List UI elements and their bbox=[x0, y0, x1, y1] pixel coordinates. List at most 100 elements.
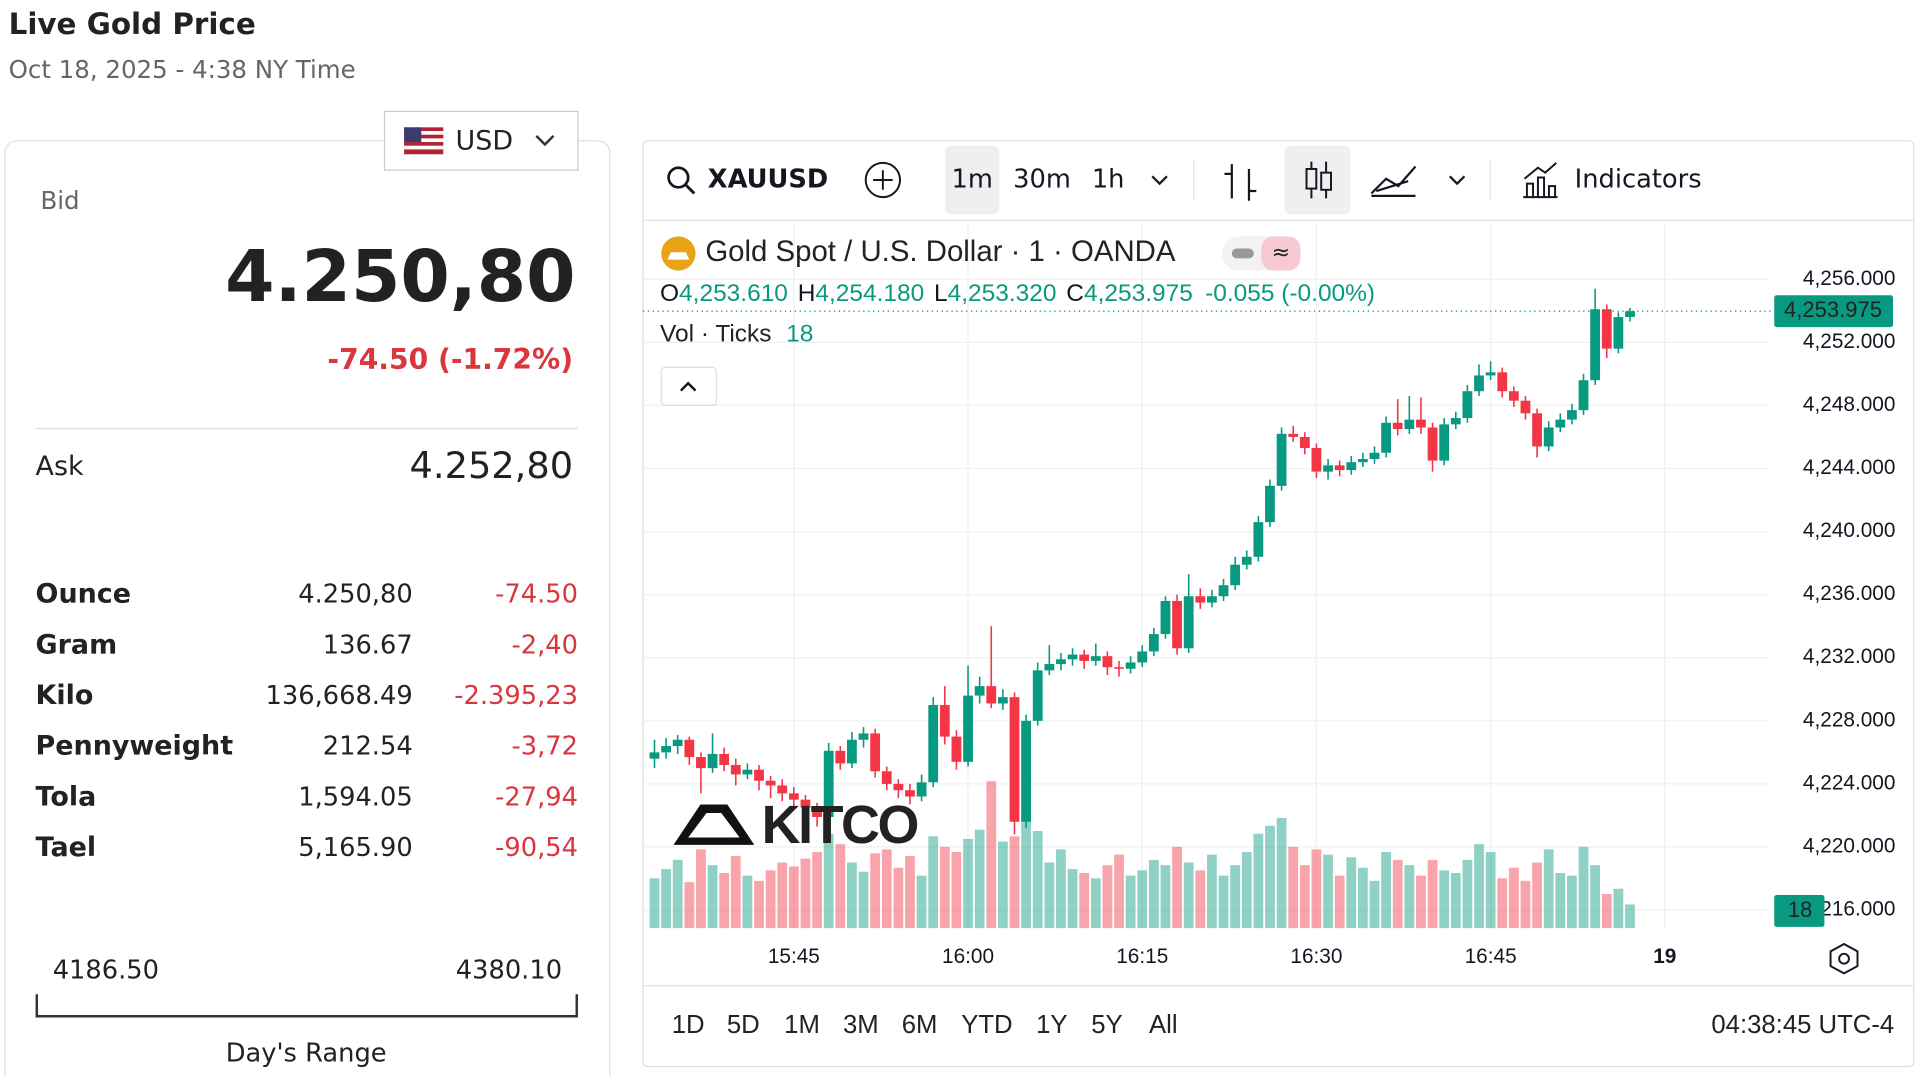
candle-body bbox=[661, 746, 671, 753]
y-tick-label: 4,216.000 bbox=[1803, 898, 1896, 921]
search-icon bbox=[667, 166, 690, 189]
candle-body bbox=[1520, 400, 1531, 414]
candle-body bbox=[1299, 436, 1310, 449]
range-button[interactable]: 1D bbox=[672, 1011, 705, 1039]
indicators-label[interactable]: Indicators bbox=[1575, 164, 1702, 194]
unit-name: Ounce bbox=[36, 579, 131, 610]
candle-body bbox=[1311, 448, 1322, 472]
volume-bar bbox=[1160, 865, 1171, 929]
search-icon bbox=[684, 183, 696, 195]
volume-bar bbox=[916, 875, 927, 929]
legend-key: C bbox=[1066, 281, 1084, 308]
area-style[interactable] bbox=[1370, 165, 1417, 198]
candle-body bbox=[1323, 465, 1333, 472]
range-button[interactable]: 5Y bbox=[1091, 1011, 1122, 1039]
volume-bar bbox=[1485, 852, 1496, 929]
volume-bar bbox=[1288, 846, 1299, 929]
volume-bar bbox=[800, 858, 811, 929]
chart-legend: Gold Spot / U.S. Dollar · 1 · OANDA ≈ O4… bbox=[660, 235, 1375, 406]
candle-body bbox=[788, 793, 799, 800]
interval-button[interactable]: 1m bbox=[952, 164, 993, 194]
candle-body bbox=[870, 733, 881, 772]
toolbar: XAUUSD 1m 30m 1h Indicators bbox=[642, 145, 1914, 222]
interval-button[interactable]: 30m bbox=[1013, 164, 1071, 194]
interval-menu[interactable] bbox=[1151, 175, 1168, 186]
active-style bbox=[1284, 145, 1351, 215]
candle-body bbox=[1357, 459, 1368, 463]
symbol[interactable]: XAUUSD bbox=[708, 164, 829, 194]
candle-body bbox=[1555, 419, 1566, 428]
volume-bar bbox=[1357, 867, 1368, 929]
range-button[interactable]: YTD bbox=[961, 1011, 1012, 1039]
volume-bar bbox=[1578, 846, 1589, 929]
chart-title: Gold Spot / U.S. Dollar · 1 · OANDA bbox=[705, 235, 1176, 268]
range-button[interactable]: 1Y bbox=[1036, 1011, 1067, 1039]
ask-price: 4.252,80 bbox=[410, 444, 574, 487]
candle-body bbox=[1381, 422, 1392, 453]
volume-bar bbox=[1381, 852, 1392, 929]
candle-body bbox=[963, 695, 973, 762]
volume-bar bbox=[997, 841, 1008, 929]
bars-style[interactable] bbox=[1224, 164, 1257, 201]
candle-body bbox=[1079, 654, 1090, 661]
candle-body bbox=[1346, 462, 1357, 471]
currency-select[interactable]: USD bbox=[383, 110, 579, 171]
symbol-icon bbox=[667, 252, 690, 260]
unit-change: -2,40 bbox=[511, 630, 578, 660]
volume-bar bbox=[1253, 833, 1264, 929]
volume-bar bbox=[823, 833, 834, 929]
range-button[interactable]: 1M bbox=[784, 1011, 820, 1039]
candle-body bbox=[696, 757, 706, 769]
volume-bar bbox=[1404, 865, 1415, 929]
candle-body bbox=[765, 780, 776, 786]
unit-price: 212.54 bbox=[323, 732, 413, 762]
volume-bar bbox=[730, 855, 741, 929]
volume-bar bbox=[1056, 849, 1066, 929]
volume-bar bbox=[1311, 849, 1322, 929]
candle-body bbox=[1404, 419, 1415, 430]
volume-bar bbox=[1508, 867, 1519, 929]
candle-body bbox=[916, 782, 927, 797]
unit-change: -3,72 bbox=[511, 732, 578, 762]
candle-body bbox=[1439, 424, 1450, 461]
volume-bar bbox=[905, 855, 915, 929]
range-button[interactable]: 5D bbox=[727, 1011, 760, 1039]
candle-body bbox=[1532, 413, 1542, 447]
candle-body bbox=[1601, 309, 1612, 349]
quote-card bbox=[4, 140, 611, 1077]
legend-key: L bbox=[934, 281, 948, 308]
range-button[interactable]: 3M bbox=[843, 1011, 879, 1039]
legend-value: 4,253.320 bbox=[948, 281, 1057, 308]
range-button[interactable]: 6M bbox=[902, 1011, 938, 1039]
chevron bbox=[535, 135, 555, 147]
volume-bar bbox=[835, 844, 846, 929]
volume-bar bbox=[1276, 817, 1287, 929]
compare-button[interactable] bbox=[864, 161, 901, 199]
interval-button[interactable]: 1h bbox=[1092, 164, 1125, 194]
candle-body bbox=[1474, 375, 1484, 392]
collapse-button[interactable] bbox=[660, 366, 717, 406]
candle-body bbox=[881, 771, 892, 784]
range-button[interactable]: All bbox=[1149, 1011, 1178, 1039]
candle-body bbox=[1416, 419, 1426, 428]
status-dot bbox=[1231, 248, 1254, 259]
candle-body bbox=[684, 739, 695, 758]
candle-body bbox=[1543, 427, 1554, 447]
candle-style[interactable] bbox=[1305, 161, 1332, 199]
style-menu[interactable] bbox=[1448, 175, 1466, 186]
candle-body bbox=[777, 785, 788, 794]
symbol-search[interactable]: XAUUSD bbox=[667, 164, 829, 195]
volume-bar bbox=[1369, 880, 1380, 929]
bid-price: 4.250,80 bbox=[225, 235, 575, 318]
candle-body bbox=[1102, 656, 1113, 668]
candle-body bbox=[1241, 556, 1252, 565]
currency-label[interactable]: USD bbox=[456, 126, 514, 157]
volume-bar bbox=[1392, 859, 1403, 929]
settings-button[interactable] bbox=[1829, 942, 1859, 975]
volume-bar bbox=[1497, 878, 1508, 929]
volume-bar bbox=[1044, 862, 1055, 929]
y-tick-label: 4,220.000 bbox=[1803, 834, 1896, 857]
volume-bar bbox=[1195, 870, 1206, 929]
indicators-button[interactable]: Indicators bbox=[1523, 162, 1702, 199]
volume-bar bbox=[765, 870, 776, 929]
